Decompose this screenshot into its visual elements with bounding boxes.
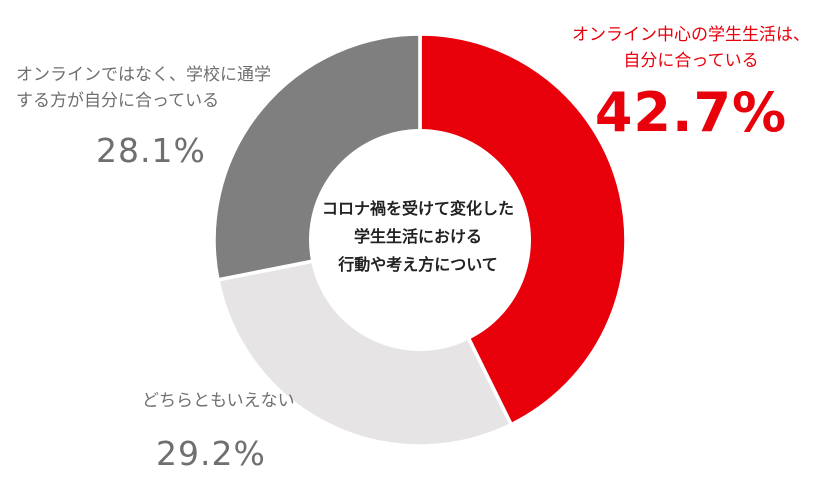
slice-label-school: オンラインではなく、学校に通学 する方が自分に合っている 28.1% [16, 62, 271, 176]
slice-label-text: オンライン中心の学生生活は、 [572, 25, 810, 45]
slice-label-text: オンラインではなく、学校に通学 [16, 65, 271, 85]
slice-label-text: どちらともいえない [142, 391, 295, 411]
donut-hole [309, 129, 531, 351]
slice-percent: 42.7% [594, 80, 788, 144]
center-label: コロナ禍を受けて変化した 学生生活における 行動や考え方について [303, 195, 533, 279]
slice-label-text: 自分に合っている [623, 51, 759, 72]
center-label-line: 学生生活における [353, 227, 482, 246]
slice-label-online: オンライン中心の学生生活は、 自分に合っている 42.7% [572, 22, 810, 146]
slice-label-neither: どちらともいえない 29.2% [142, 388, 295, 479]
center-label-line: 行動や考え方について [338, 255, 498, 274]
slice-label-text: する方が自分に合っている [16, 91, 220, 112]
slice-percent: 28.1% [96, 130, 206, 170]
center-label-line: コロナ禍を受けて変化した [321, 199, 514, 218]
slice-percent: 29.2% [156, 434, 266, 474]
